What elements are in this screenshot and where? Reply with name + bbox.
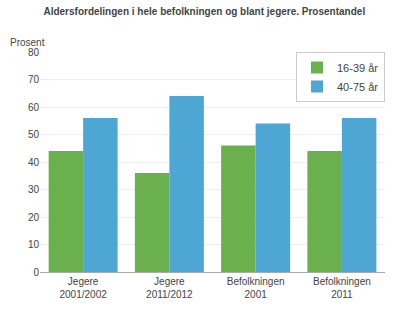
svg-text:Befolkningen2011: Befolkningen2011 [313,276,371,300]
svg-text:Aldersfordelingen i hele befol: Aldersfordelingen i hele befolkningen og… [43,6,365,17]
svg-text:0: 0 [33,267,39,278]
svg-text:16-39 år: 16-39 år [337,62,378,74]
svg-text:80: 80 [28,47,40,58]
svg-text:Befolkningen2001: Befolkningen2001 [227,276,285,300]
svg-text:Jegere2011/2012: Jegere2011/2012 [146,276,193,300]
svg-text:70: 70 [28,74,40,85]
svg-text:Jegere2001/2002: Jegere2001/2002 [59,276,107,300]
svg-text:40: 40 [28,157,40,168]
svg-text:50: 50 [28,129,40,140]
svg-text:10: 10 [28,239,40,250]
svg-text:20: 20 [28,212,40,223]
svg-text:60: 60 [28,102,40,113]
svg-text:40-75 år: 40-75 år [337,81,378,93]
svg-text:Prosent: Prosent [10,37,45,48]
svg-text:30: 30 [28,184,40,195]
